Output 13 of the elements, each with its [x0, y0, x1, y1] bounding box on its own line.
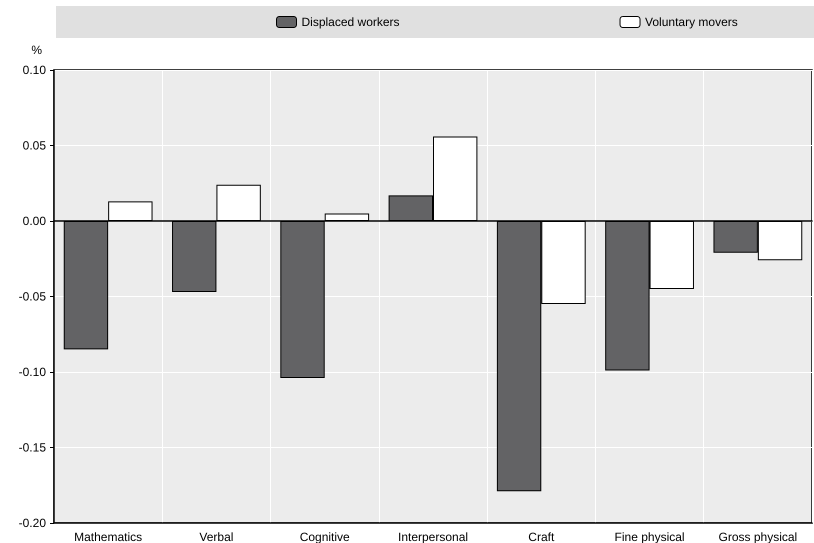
- x-tick-label: Craft: [528, 530, 555, 543]
- y-tick-label: -0.05: [18, 290, 46, 304]
- x-tick-label: Verbal: [199, 530, 234, 543]
- y-tick-label: 0.10: [22, 63, 46, 77]
- y-tick-label: -0.15: [18, 440, 46, 454]
- y-tick-label: -0.20: [18, 516, 46, 530]
- y-tick-label: 0.00: [22, 214, 46, 228]
- y-axis-title: %: [31, 43, 42, 57]
- legend-label: Displaced workers: [302, 15, 400, 29]
- y-tick-label: 0.05: [22, 138, 46, 152]
- y-tick-label: -0.10: [18, 365, 46, 379]
- legend-label: Voluntary movers: [645, 15, 738, 29]
- x-tick-label: Mathematics: [74, 530, 142, 543]
